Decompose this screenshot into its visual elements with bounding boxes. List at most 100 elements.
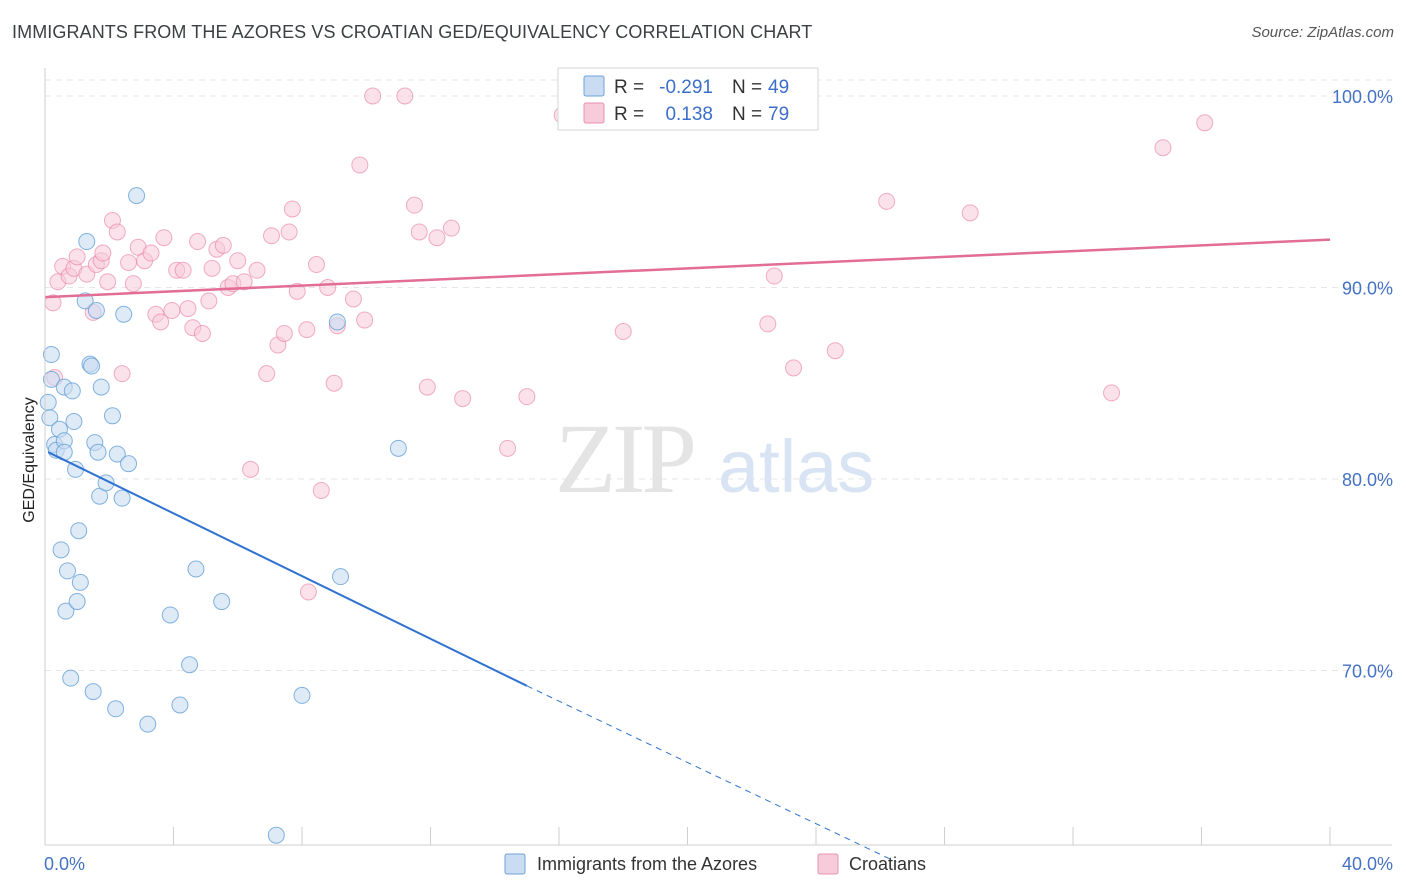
croatians-point — [826, 342, 844, 360]
legend-swatch-azores — [504, 853, 526, 875]
azores-point — [84, 683, 102, 701]
croatians-point — [214, 236, 232, 254]
croatians-point — [325, 374, 343, 392]
axes — [44, 68, 1392, 846]
croatians-point — [410, 223, 428, 241]
azores-point — [293, 686, 311, 704]
croatians-point — [203, 259, 221, 277]
croatians-point — [113, 365, 131, 383]
croatians-point — [288, 282, 306, 300]
croatians-point — [1154, 139, 1172, 157]
croatians-point — [179, 300, 197, 318]
watermark-zip: ZIP — [555, 403, 693, 514]
croatians-point — [344, 290, 362, 308]
croatians-point — [189, 233, 207, 251]
grid-lines — [45, 79, 1392, 671]
stats-r-value-azores: -0.291 — [659, 77, 713, 98]
azores-point — [62, 669, 80, 687]
y-tick-label: 70.0% — [1342, 662, 1393, 682]
azores-point — [328, 313, 346, 331]
azores-point — [120, 455, 138, 473]
croatians-point — [193, 324, 211, 342]
azores-point — [89, 443, 107, 461]
azores-point — [107, 700, 125, 718]
series-legend: Immigrants from the Azores Croatians — [504, 853, 926, 875]
croatians-point — [785, 359, 803, 377]
azores-point — [161, 606, 179, 624]
croatians-point — [262, 227, 280, 245]
azores-point — [83, 357, 101, 375]
azores-point — [87, 301, 105, 319]
azores-point — [92, 378, 110, 396]
azores-point — [39, 393, 57, 411]
croatians-trend-line — [44, 238, 1331, 299]
y-tick-label: 100.0% — [1332, 87, 1393, 107]
legend-label-azores: Immigrants from the Azores — [537, 854, 757, 874]
azores-point — [113, 489, 131, 507]
croatians-point — [499, 439, 517, 457]
croatians-point — [275, 324, 293, 342]
croatians-point — [442, 219, 460, 237]
croatians-point — [142, 244, 160, 262]
azores-point — [58, 562, 76, 580]
stats-n-value-azores: 49 — [768, 77, 789, 98]
stats-n-label-azores: N = — [732, 77, 762, 98]
azores-point — [57, 602, 75, 620]
azores-point — [115, 305, 133, 323]
croatians-point — [124, 275, 142, 293]
croatians-point — [765, 267, 783, 285]
azores-point — [171, 696, 189, 714]
croatians-point — [120, 254, 138, 272]
stats-r-label-croatians: R = — [614, 104, 644, 125]
azores-point — [181, 656, 199, 674]
stats-legend: R = -0.291 N = 49 R = 0.138 N = 79 — [557, 67, 819, 131]
croatians-point — [364, 87, 382, 105]
tick-labels: 70.0% 80.0% 90.0% 100.0% 0.0% 40.0% — [44, 87, 1393, 874]
croatians-point — [229, 252, 247, 270]
y-tick-label: 90.0% — [1342, 279, 1393, 299]
azores-point — [267, 826, 285, 844]
azores-point — [213, 593, 231, 611]
croatians-point — [405, 196, 423, 214]
stats-r-value-croatians: 0.138 — [665, 104, 713, 125]
azores-point — [103, 407, 121, 425]
azores-point — [139, 715, 157, 733]
croatians-point — [428, 229, 446, 247]
croatians-point — [200, 292, 218, 310]
croatians-point — [68, 248, 86, 266]
azores-point — [42, 370, 60, 388]
stats-n-value-croatians: 79 — [768, 104, 789, 125]
croatians-point — [94, 244, 112, 262]
croatians-point — [454, 390, 472, 408]
croatians-point — [351, 156, 369, 174]
croatians-point — [614, 323, 632, 341]
croatians-point — [248, 261, 266, 279]
stats-swatch-azores — [583, 75, 605, 97]
croatians-points — [44, 87, 1214, 601]
x-tick-label-min: 0.0% — [44, 854, 85, 874]
croatians-point — [1103, 384, 1121, 402]
croatians-point — [258, 365, 276, 383]
croatians-point — [878, 192, 896, 210]
source-label: Source: ZipAtlas.com — [1251, 24, 1394, 41]
croatians-point — [108, 223, 126, 241]
croatians-point — [242, 460, 260, 478]
azores-trend-line — [47, 451, 528, 687]
croatians-point — [518, 388, 536, 406]
azores-point — [76, 292, 94, 310]
croatians-point — [312, 481, 330, 499]
azores-point — [42, 346, 60, 364]
chart-title: IMMIGRANTS FROM THE AZORES VS CROATIAN G… — [12, 22, 813, 42]
azores-point — [389, 439, 407, 457]
azores-trend-extension — [526, 685, 897, 863]
croatians-point — [759, 315, 777, 333]
stats-swatch-croatians — [583, 102, 605, 124]
croatians-point — [298, 321, 316, 339]
azores-point — [332, 568, 350, 586]
y-tick-label: 80.0% — [1342, 470, 1393, 490]
croatians-point — [396, 87, 414, 105]
azores-point — [71, 573, 89, 591]
azores-point — [41, 409, 59, 427]
croatians-point — [418, 378, 436, 396]
